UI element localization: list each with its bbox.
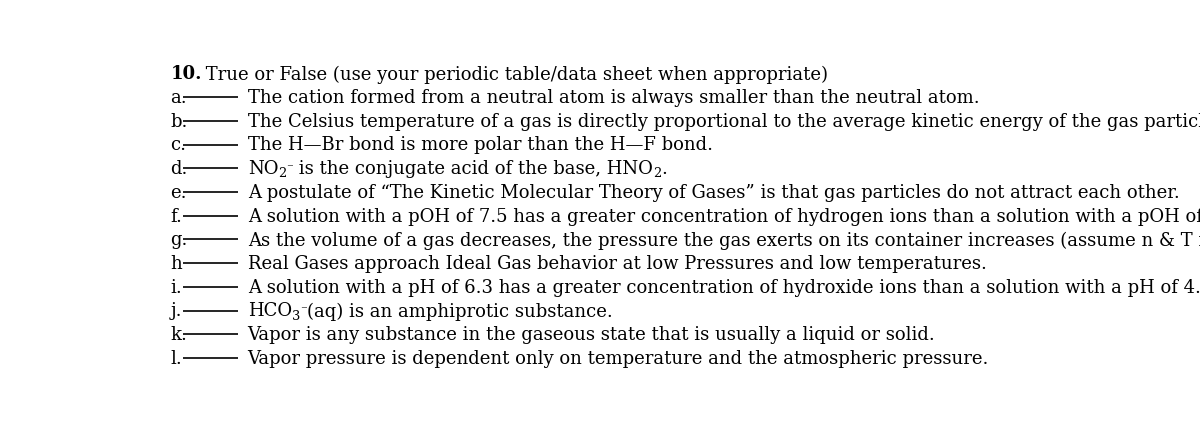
Text: A postulate of “The Kinetic Molecular Theory of Gases” is that gas particles do : A postulate of “The Kinetic Molecular Th… — [247, 184, 1180, 202]
Text: f.: f. — [170, 208, 182, 226]
Text: The Celsius temperature of a gas is directly proportional to the average kinetic: The Celsius temperature of a gas is dire… — [247, 113, 1200, 131]
Text: 2: 2 — [653, 167, 661, 180]
Text: i.: i. — [170, 279, 182, 297]
Text: Vapor pressure is dependent only on temperature and the atmospheric pressure.: Vapor pressure is dependent only on temp… — [247, 350, 989, 368]
Text: g.: g. — [170, 231, 188, 249]
Text: is the conjugate acid of the base, HNO: is the conjugate acid of the base, HNO — [293, 160, 653, 178]
Text: .: . — [661, 160, 667, 178]
Text: 3: 3 — [292, 310, 300, 322]
Text: As the volume of a gas decreases, the pressure the gas exerts on its container i: As the volume of a gas decreases, the pr… — [247, 231, 1200, 249]
Text: NO: NO — [247, 160, 278, 178]
Text: Vapor is any substance in the gaseous state that is usually a liquid or solid.: Vapor is any substance in the gaseous st… — [247, 326, 936, 344]
Text: k.: k. — [170, 326, 187, 344]
Text: c.: c. — [170, 136, 186, 154]
Text: ⁻: ⁻ — [287, 162, 293, 175]
Text: The cation formed from a neutral atom is always smaller than the neutral atom.: The cation formed from a neutral atom is… — [247, 89, 979, 107]
Text: a.: a. — [170, 89, 187, 107]
Text: l.: l. — [170, 350, 182, 368]
Text: (aq) is an amphiprotic substance.: (aq) is an amphiprotic substance. — [307, 303, 613, 321]
Text: Real Gases approach Ideal Gas behavior at low Pressures and low temperatures.: Real Gases approach Ideal Gas behavior a… — [247, 255, 986, 273]
Text: 10.: 10. — [170, 65, 202, 83]
Text: d.: d. — [170, 160, 188, 178]
Text: HCO: HCO — [247, 303, 292, 320]
Text: 2: 2 — [278, 167, 287, 180]
Text: A solution with a pOH of 7.5 has a greater concentration of hydrogen ions than a: A solution with a pOH of 7.5 has a great… — [247, 208, 1200, 226]
Text: The H—Br bond is more polar than the H—F bond.: The H—Br bond is more polar than the H—F… — [247, 136, 713, 154]
Text: j.: j. — [170, 303, 182, 320]
Text: e.: e. — [170, 184, 187, 202]
Text: ⁻: ⁻ — [300, 304, 307, 317]
Text: A solution with a pH of 6.3 has a greater concentration of hydroxide ions than a: A solution with a pH of 6.3 has a greate… — [247, 279, 1200, 297]
Text: True or False (use your periodic table/data sheet when appropriate): True or False (use your periodic table/d… — [200, 65, 828, 84]
Text: b.: b. — [170, 113, 188, 131]
Text: h: h — [170, 255, 182, 273]
